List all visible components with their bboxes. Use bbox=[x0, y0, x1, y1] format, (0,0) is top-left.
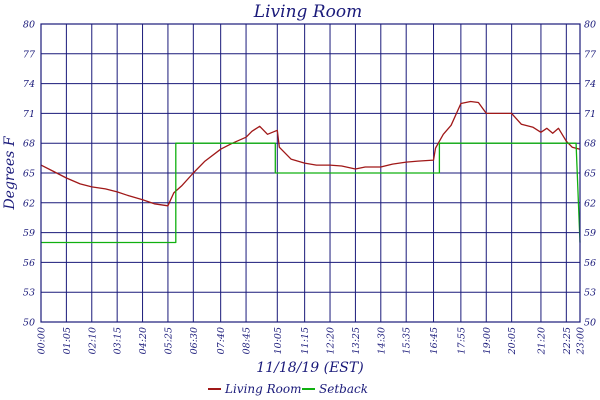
y-tick-label-left: 71 bbox=[23, 109, 35, 120]
x-tick-label: 23:00 bbox=[576, 327, 587, 355]
x-tick-label: 12:20 bbox=[326, 327, 337, 354]
x-tick-label: 05:25 bbox=[163, 327, 174, 354]
x-tick-label: 13:25 bbox=[351, 327, 362, 354]
y-tick-label-right: 74 bbox=[584, 79, 596, 90]
x-axis-label: 11/18/19 (EST) bbox=[256, 360, 363, 376]
series-layer bbox=[40, 100, 581, 244]
y-tick-label-right: 80 bbox=[584, 20, 596, 31]
x-tick-label: 15:35 bbox=[402, 327, 413, 354]
chart-title: Living Room bbox=[253, 2, 362, 22]
x-tick-label: 19:00 bbox=[482, 327, 493, 354]
x-tick-label: 21:20 bbox=[536, 327, 547, 355]
x-tick-label: 07:40 bbox=[216, 327, 227, 354]
y-axis-label: Degrees F bbox=[2, 135, 18, 210]
y-tick-label-left: 50 bbox=[23, 318, 35, 329]
y-tick-label-right: 65 bbox=[584, 169, 596, 180]
y-tick-label-left: 68 bbox=[23, 139, 35, 150]
y-tick-label-left: 77 bbox=[23, 49, 36, 60]
y-tick-label-right: 62 bbox=[584, 198, 596, 209]
x-tick-label: 02:10 bbox=[87, 327, 98, 354]
y-tick-label-left: 53 bbox=[23, 288, 35, 299]
x-tick-label: 16:45 bbox=[429, 327, 440, 354]
plot-border bbox=[40, 23, 581, 323]
y-tick-label-left: 74 bbox=[23, 79, 35, 90]
legend: Living Room Setback bbox=[208, 382, 368, 396]
y-tick-label-left: 59 bbox=[23, 228, 35, 239]
y-tick-label-left: 56 bbox=[23, 258, 35, 269]
y-tick-label-right: 56 bbox=[584, 258, 596, 269]
y-tick-label-right: 59 bbox=[584, 228, 596, 239]
x-tick-label: 20:05 bbox=[507, 327, 518, 355]
x-tick-label: 10:05 bbox=[273, 327, 284, 354]
y-axis-right-ticks: 50 53 56 59 62 65 68 71 74 77 80 bbox=[584, 20, 597, 329]
y-tick-label-right: 50 bbox=[584, 318, 596, 329]
legend-label-setback: Setback bbox=[319, 382, 368, 396]
x-tick-label: 01:05 bbox=[62, 327, 73, 354]
x-tick-label: 06:30 bbox=[189, 327, 200, 354]
x-tick-label: 08:45 bbox=[242, 327, 253, 354]
y-tick-label-right: 68 bbox=[584, 139, 596, 150]
legend-label-living-room: Living Room bbox=[224, 382, 302, 396]
x-axis-ticks: 00:00 01:05 02:10 03:15 04:20 05:25 06:30 07:40… bbox=[37, 327, 587, 355]
y-tick-label-left: 62 bbox=[23, 198, 35, 209]
x-tick-label: 00:00 bbox=[37, 327, 48, 354]
y-axis-left-ticks: 50 53 56 59 62 65 68 71 74 77 80 bbox=[23, 20, 36, 329]
y-tick-label-left: 80 bbox=[23, 20, 35, 31]
x-tick-label: 03:15 bbox=[113, 327, 124, 354]
plot-frame bbox=[40, 23, 581, 323]
x-tick-label: 22:25 bbox=[562, 327, 573, 355]
x-tick-label: 11:15 bbox=[300, 327, 311, 354]
y-tick-label-right: 53 bbox=[584, 288, 596, 299]
y-tick-label-left: 65 bbox=[23, 169, 35, 180]
series-line-setback bbox=[41, 142, 581, 244]
y-tick-label-right: 71 bbox=[584, 109, 596, 120]
x-tick-label: 17:55 bbox=[456, 327, 467, 354]
x-tick-label: 14:30 bbox=[376, 327, 387, 354]
series-line-living-room bbox=[40, 100, 581, 207]
y-tick-label-right: 77 bbox=[584, 49, 597, 60]
x-tick-label: 04:20 bbox=[138, 327, 149, 354]
